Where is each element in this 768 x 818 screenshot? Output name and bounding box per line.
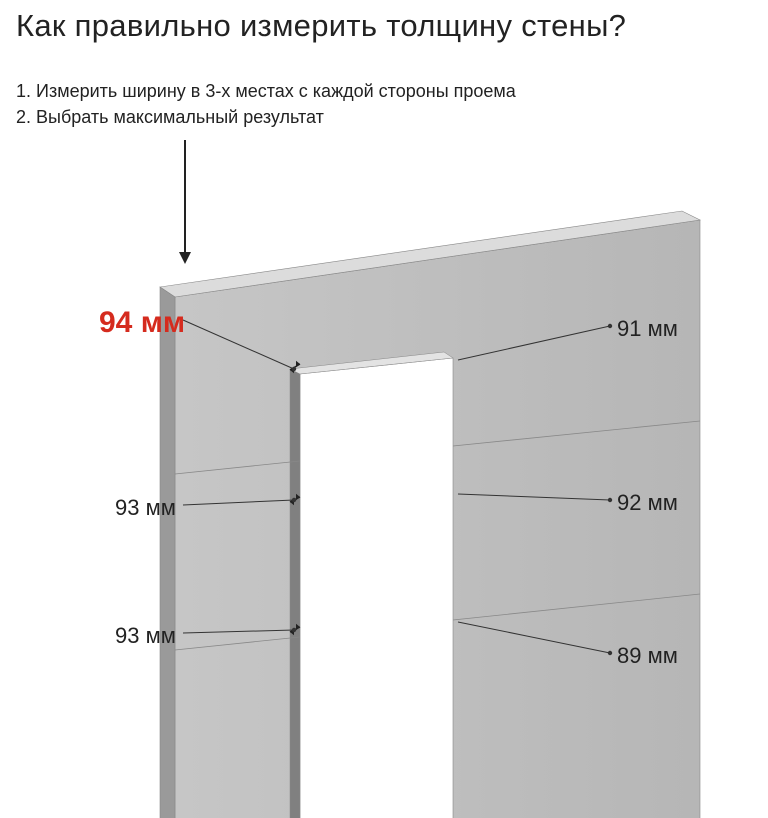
measure-right-3: 89 мм (617, 643, 678, 669)
step-2: 2. Выбрать максимальный результат (16, 104, 516, 130)
instruction-steps: 1. Измерить ширину в 3-х местах с каждой… (16, 78, 516, 130)
measure-left-1: 93 мм (115, 495, 176, 521)
measure-right-2: 92 мм (617, 490, 678, 516)
measure-left-2: 93 мм (115, 623, 176, 649)
measure-right-1: 91 мм (617, 316, 678, 342)
page-title: Как правильно измерить толщину стены? (16, 8, 626, 44)
result-value: 94 мм (99, 306, 185, 340)
step-1: 1. Измерить ширину в 3-х местах с каждой… (16, 78, 516, 104)
